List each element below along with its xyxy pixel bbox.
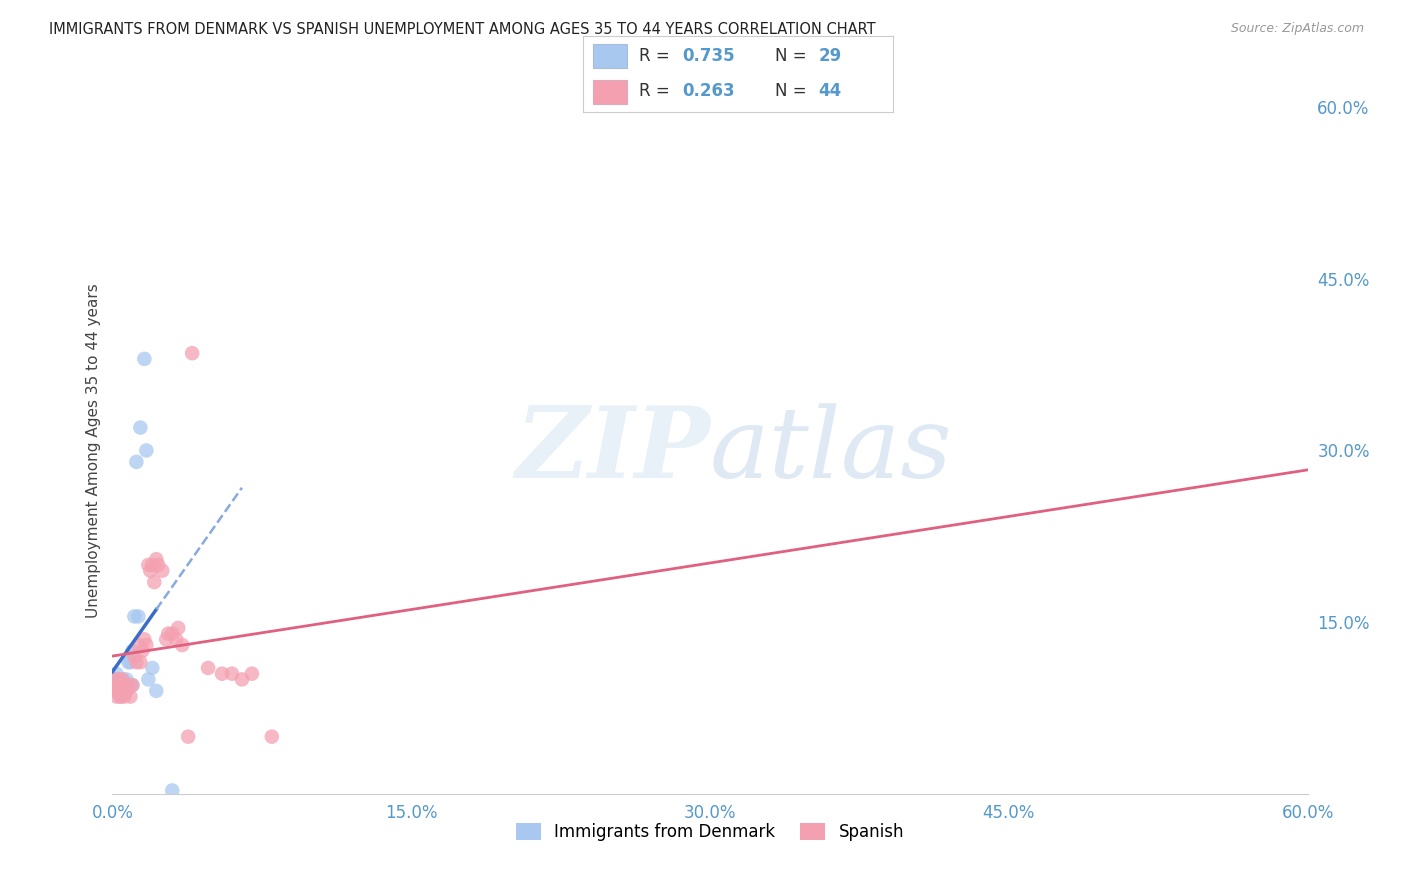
Point — [167, 621, 190, 635]
Point — [103, 683, 125, 698]
Point — [125, 655, 148, 669]
Point — [110, 690, 132, 704]
Point — [105, 678, 128, 692]
Text: 0.735: 0.735 — [682, 47, 735, 65]
Point — [141, 661, 163, 675]
Text: ZIP: ZIP — [515, 402, 710, 499]
Legend: Immigrants from Denmark, Spanish: Immigrants from Denmark, Spanish — [509, 816, 911, 847]
Text: R =: R = — [640, 47, 675, 65]
Point — [114, 678, 135, 692]
Point — [124, 609, 146, 624]
Point — [221, 666, 243, 681]
Point — [143, 575, 166, 590]
Point — [155, 632, 177, 647]
Point — [197, 661, 219, 675]
Text: atlas: atlas — [710, 403, 953, 498]
Point — [103, 673, 125, 687]
Point — [107, 683, 129, 698]
Point — [114, 678, 135, 692]
Point — [114, 690, 135, 704]
Point — [211, 666, 233, 681]
Point — [127, 609, 149, 624]
Point — [135, 638, 157, 652]
Point — [129, 420, 152, 434]
Point — [162, 783, 183, 797]
Point — [110, 678, 132, 692]
Text: 0.263: 0.263 — [682, 82, 735, 100]
Point — [125, 455, 148, 469]
Text: Source: ZipAtlas.com: Source: ZipAtlas.com — [1230, 22, 1364, 36]
Point — [105, 666, 128, 681]
Point — [103, 683, 125, 698]
Point — [110, 690, 132, 704]
Point — [231, 673, 253, 687]
Point — [121, 678, 143, 692]
Point — [141, 558, 163, 572]
Point — [115, 683, 138, 698]
Point — [115, 673, 138, 687]
Text: IMMIGRANTS FROM DENMARK VS SPANISH UNEMPLOYMENT AMONG AGES 35 TO 44 YEARS CORREL: IMMIGRANTS FROM DENMARK VS SPANISH UNEMP… — [49, 22, 876, 37]
Point — [134, 632, 156, 647]
Point — [134, 351, 156, 366]
Point — [181, 346, 204, 360]
Text: 29: 29 — [818, 47, 842, 65]
Point — [157, 626, 180, 640]
Point — [111, 673, 134, 687]
Text: R =: R = — [640, 82, 675, 100]
Point — [121, 644, 143, 658]
Text: 44: 44 — [818, 82, 842, 100]
Point — [117, 678, 139, 692]
Point — [107, 673, 129, 687]
Point — [139, 564, 162, 578]
Point — [145, 683, 167, 698]
Point — [148, 558, 170, 572]
Point — [150, 564, 173, 578]
Point — [105, 678, 128, 692]
Point — [107, 673, 129, 687]
Point — [121, 678, 143, 692]
Text: N =: N = — [775, 82, 813, 100]
Point — [177, 730, 200, 744]
Point — [135, 443, 157, 458]
Point — [165, 632, 187, 647]
Point — [110, 678, 132, 692]
Point — [103, 673, 125, 687]
Point — [260, 730, 283, 744]
Point — [115, 683, 138, 698]
Point — [138, 673, 160, 687]
FancyBboxPatch shape — [593, 44, 627, 69]
Point — [120, 678, 142, 692]
Point — [105, 690, 128, 704]
Y-axis label: Unemployment Among Ages 35 to 44 years: Unemployment Among Ages 35 to 44 years — [86, 283, 101, 618]
Point — [107, 683, 129, 698]
Point — [124, 649, 146, 664]
Point — [111, 678, 134, 692]
Point — [120, 690, 142, 704]
Point — [172, 638, 194, 652]
FancyBboxPatch shape — [593, 79, 627, 104]
Point — [127, 638, 149, 652]
Point — [131, 644, 153, 658]
Point — [240, 666, 263, 681]
Point — [162, 626, 183, 640]
Point — [145, 552, 167, 566]
Point — [111, 686, 134, 700]
Text: N =: N = — [775, 47, 813, 65]
Point — [129, 655, 152, 669]
Point — [120, 655, 142, 669]
Point — [117, 655, 139, 669]
Point — [138, 558, 160, 572]
Point — [111, 673, 134, 687]
Point — [114, 686, 135, 700]
